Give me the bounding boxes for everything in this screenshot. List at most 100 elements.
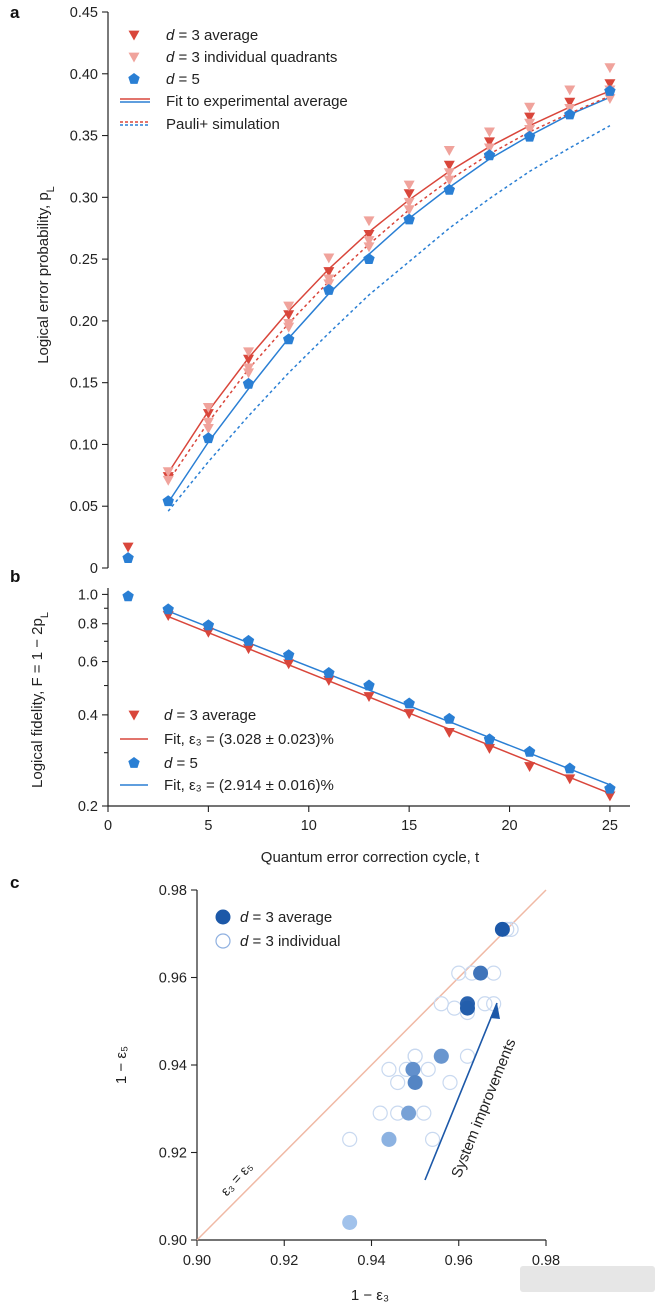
panel-b-point	[363, 679, 375, 691]
panel-c-average-point	[381, 1131, 397, 1147]
panel-a-legend-marker	[128, 30, 140, 41]
panel-b-legend-label: Fit, ε₃ = (3.028 ± 0.023)%	[164, 731, 334, 748]
panel-a-point	[162, 475, 174, 486]
panel-b-point	[283, 649, 295, 660]
panel-b-point	[202, 627, 214, 638]
panel-c-legend-label: d = 3 individual	[240, 933, 341, 950]
panel-c-individual-point	[342, 1131, 358, 1147]
panel-a-point	[604, 79, 616, 90]
system-improvements-arrow	[424, 1002, 500, 1181]
panel-b-point	[564, 774, 576, 785]
panel-b-point	[323, 667, 335, 678]
panel-a-y-tick-label: 0.10	[70, 437, 98, 453]
panel-b-x-tick-label: 0	[104, 818, 112, 834]
panel-b-x-axis-label: Quantum error correction cycle, t	[261, 849, 480, 866]
panel-c-individual-point	[420, 1061, 436, 1077]
panel-c-average-point	[405, 1061, 421, 1077]
panel-c-x-axis-label: 1 − ε₃	[351, 1287, 389, 1304]
panel-a-point	[483, 149, 496, 161]
panel-b-point	[283, 659, 295, 670]
watermark	[520, 1266, 655, 1292]
panel-a-legend-label: d = 3 average	[166, 27, 258, 44]
panel-a-point	[403, 205, 415, 216]
panel-a-point	[524, 124, 536, 135]
panel-a-point	[524, 118, 536, 129]
panel-b-legend-label: d = 3 average	[164, 707, 256, 724]
panel-c-average-point	[401, 1105, 417, 1121]
panel-a-legend-label: Pauli+ simulation	[166, 116, 280, 133]
panel-c-individual-point	[390, 1074, 406, 1091]
panel-a-point	[443, 145, 455, 156]
panel-b-point	[443, 712, 455, 724]
panel-a-point	[323, 267, 335, 277]
panel-c-y-axis-label: 1 − ε₅	[113, 1046, 130, 1084]
panel-a-point	[564, 97, 576, 108]
panel-c-y-tick-label: 0.90	[159, 1233, 187, 1249]
panel-c-individual-point	[407, 1048, 423, 1064]
panel-a-point	[403, 180, 415, 191]
panel-a-point	[323, 284, 335, 295]
panel-c-average-point	[473, 965, 489, 981]
panel-a-point	[363, 253, 375, 264]
panel-a-point	[202, 423, 214, 434]
panel-a-series-line	[167, 90, 611, 474]
panel-b-y-axis-label: Logical fidelity, F = 1 − 2pL	[29, 612, 51, 788]
panel-b-point	[323, 675, 335, 686]
panel-a-y-tick-label: 0.40	[70, 67, 98, 83]
panel-b-fit-line	[167, 610, 611, 786]
panel-c-x-tick-label: 0.96	[445, 1253, 473, 1269]
panel-a-axes: 0 0.05 0.10 0.15 0.20 0.25 0.30 0.35 0.40 0.45	[70, 5, 109, 577]
panel-a-series-line	[167, 96, 611, 503]
panel-a-point	[242, 377, 255, 389]
panel-a-point	[283, 310, 295, 321]
panel-b-point	[483, 743, 495, 754]
panel-b-lines	[167, 610, 611, 795]
panel-c-individual-point	[442, 1074, 458, 1091]
panel-b-point	[162, 603, 174, 615]
panel-a-point	[483, 127, 495, 138]
panel-a-legend-marker	[128, 52, 140, 63]
panel-c-individual-point	[372, 1105, 388, 1121]
panel-c-y-tick-label: 0.96	[159, 971, 187, 987]
panel-a-point	[162, 495, 174, 507]
panel-b-y-tick-label: 0.2	[78, 799, 98, 815]
panel-a-point	[283, 333, 295, 345]
panel-c-plot: 0.90 0.92 0.94 0.96 0.98 0.90 0.92 0.94 0.96 0.98…	[113, 883, 560, 1304]
panel-b-point	[403, 709, 415, 720]
panel-a-point	[202, 432, 215, 444]
panel-a-markers	[122, 63, 616, 563]
panel-b-x-tick-label: 15	[401, 818, 417, 834]
panel-a-y-axis-label: Logical error probability, pL	[35, 186, 57, 364]
panel-b-legend: d = 3 average Fit, ε₃ = (3.028 ± 0.023)% d…	[120, 707, 334, 794]
panel-a-y-tick-label: 0.35	[70, 129, 98, 145]
panel-c-y-tick-label: 0.94	[159, 1058, 187, 1074]
panel-a-point	[243, 354, 255, 365]
panel-c-average-point	[407, 1075, 423, 1090]
panel-a-point	[523, 130, 536, 142]
panel-b-point	[523, 745, 536, 757]
panel-c-y-tick-label: 0.92	[159, 1146, 187, 1162]
panel-b-point	[564, 762, 576, 774]
panel-c-individual-point	[451, 965, 467, 981]
panel-a-point	[483, 137, 495, 148]
panel-c-individual-point	[459, 1048, 476, 1064]
panel-a-point	[202, 402, 214, 413]
panel-c-average-point	[433, 1048, 449, 1064]
panel-a-legend-label: Fit to experimental average	[166, 93, 348, 110]
panel-a-point	[403, 213, 415, 225]
panel-b-x-tick-label: 20	[501, 818, 517, 834]
panel-a-point	[162, 467, 174, 478]
panel-a-point	[243, 368, 255, 379]
panel-c-diagonal-line	[196, 889, 547, 1241]
system-improvements-label: System improvements	[448, 1036, 519, 1180]
panel-letter-a: a	[10, 3, 20, 22]
panel-a-point	[323, 253, 335, 264]
panel-a-series-line	[167, 125, 611, 512]
panel-a-point	[443, 168, 455, 179]
panel-a-point	[363, 230, 375, 240]
panel-b-legend-label: Fit, ε₃ = (2.914 ± 0.016)%	[164, 777, 334, 794]
panel-b-fit-line	[167, 615, 611, 795]
panel-c-diagonal	[196, 889, 547, 1241]
panel-b-point	[122, 590, 134, 602]
panel-b-point	[202, 619, 215, 631]
